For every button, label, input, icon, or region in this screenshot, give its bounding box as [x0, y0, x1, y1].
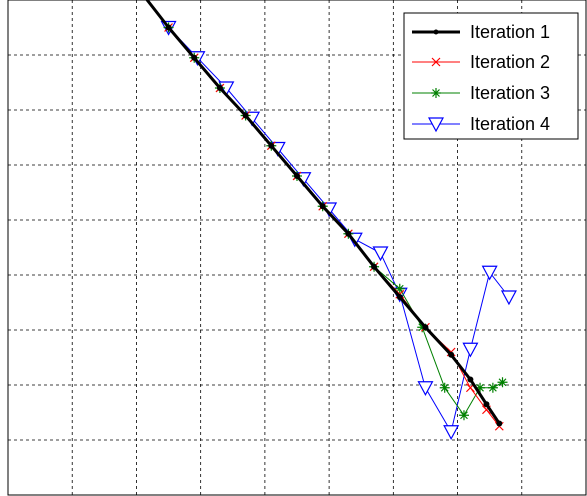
data-point-iteration-3 — [497, 377, 508, 388]
data-point-iteration-3 — [394, 283, 405, 294]
data-point-iteration-1 — [448, 351, 455, 358]
data-point-iteration-1 — [319, 203, 326, 210]
data-point-iteration-1 — [483, 401, 490, 408]
legend-label-iteration-4: Iteration 4 — [470, 114, 550, 134]
data-point-iteration-1 — [165, 24, 172, 31]
data-point-iteration-1 — [216, 85, 223, 91]
data-point-iteration-3 — [458, 410, 469, 421]
legend-marker-iteration-3 — [431, 88, 441, 98]
data-point-iteration-3 — [487, 382, 498, 393]
data-point-iteration-1 — [467, 376, 474, 383]
data-point-iteration-3 — [439, 382, 450, 393]
data-point-iteration-3 — [417, 322, 428, 333]
data-point-iteration-1 — [191, 54, 198, 61]
data-point-iteration-1 — [422, 324, 429, 331]
legend-label-iteration-3: Iteration 3 — [470, 83, 550, 103]
data-point-iteration-4 — [462, 342, 479, 358]
data-point-iteration-1 — [242, 112, 249, 119]
data-point-iteration-1 — [371, 263, 378, 270]
data-point-iteration-1 — [345, 230, 352, 237]
data-point-iteration-1 — [268, 142, 275, 149]
legend-marker-iteration-1 — [433, 29, 439, 35]
legend-item-iteration-4: Iteration 4 — [412, 114, 550, 134]
series-layer — [145, 0, 517, 441]
data-point-iteration-4 — [481, 265, 498, 281]
series-line-iteration-1 — [145, 0, 501, 425]
series-iteration-1 — [145, 0, 503, 427]
data-point-iteration-1 — [396, 294, 403, 300]
legend-item-iteration-2: Iteration 2 — [412, 52, 550, 72]
legend-item-iteration-3: Iteration 3 — [412, 83, 550, 103]
legend-label-iteration-2: Iteration 2 — [470, 52, 550, 72]
data-point-iteration-1 — [496, 420, 503, 427]
data-point-iteration-4 — [372, 246, 389, 262]
data-point-iteration-3 — [475, 382, 486, 393]
legend-marker-iteration-4 — [427, 117, 445, 133]
legend: Iteration 1 Iteration 2 Iteration 3 Iter… — [403, 12, 579, 140]
data-point-iteration-4 — [417, 381, 434, 397]
data-point-iteration-4 — [500, 290, 517, 306]
legend-marker-iteration-2 — [431, 57, 441, 67]
legend-label-iteration-1: Iteration 1 — [470, 22, 550, 42]
data-point-iteration-4 — [443, 425, 460, 441]
legend-item-iteration-1: Iteration 1 — [412, 22, 550, 42]
data-point-iteration-1 — [294, 173, 300, 179]
